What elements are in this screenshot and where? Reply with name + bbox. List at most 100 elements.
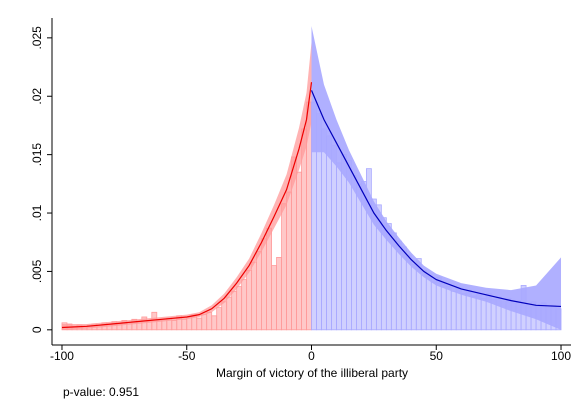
histogram-bar (121, 320, 128, 331)
histogram-bar (495, 296, 502, 331)
histogram-bar (191, 314, 198, 331)
histogram-bar (555, 308, 562, 331)
x-tick-label: 50 (430, 349, 444, 363)
histogram-bar (281, 203, 287, 331)
histogram-bar (156, 320, 163, 331)
histogram-bar (460, 293, 467, 331)
histogram-bar (455, 287, 462, 331)
histogram-bar (276, 257, 282, 331)
histogram-bar (61, 322, 68, 331)
histogram-bar (540, 302, 547, 331)
histogram-bar (361, 181, 367, 331)
histogram-bar (236, 286, 243, 331)
histogram-bar (440, 282, 447, 331)
x-tick-label: 100 (551, 349, 571, 363)
histogram-bar (311, 101, 317, 331)
histogram-bar (395, 240, 402, 331)
histogram-bar (166, 317, 173, 331)
y-tick-label: .005 (30, 259, 44, 283)
histogram-bar (375, 204, 382, 331)
histogram-bar (520, 285, 527, 331)
histogram-bar (266, 227, 272, 331)
histogram-bar (211, 315, 218, 331)
histogram-bar (410, 264, 417, 331)
x-tick-label: -50 (178, 349, 196, 363)
histogram-bar (415, 258, 422, 331)
histogram-bar (171, 320, 178, 331)
histogram-bar (206, 311, 213, 331)
histogram-bar (430, 281, 437, 331)
y-tick-label: 0 (30, 326, 44, 333)
histogram-bar (351, 175, 357, 331)
histogram-bar (146, 321, 153, 331)
histogram-bar (116, 323, 123, 331)
histogram-bar (475, 294, 482, 331)
histogram-bar (365, 168, 372, 331)
histogram-bar (346, 160, 352, 331)
histogram-bar (196, 317, 203, 331)
histogram-bar (400, 246, 407, 331)
histogram-bar (251, 261, 258, 331)
histogram-bar (301, 128, 307, 331)
histogram-bar (535, 306, 542, 331)
confidence-band (311, 26, 562, 330)
histogram-bar (186, 316, 193, 331)
histogram-bar (525, 303, 532, 331)
histogram-bar (291, 156, 297, 331)
histogram-bar (141, 316, 148, 331)
histogram-bar (111, 321, 118, 331)
histogram-bar (136, 321, 143, 331)
histogram-bar (101, 322, 108, 331)
histogram-bar (390, 232, 397, 331)
histogram-bar (530, 301, 537, 331)
y-tick-label: .01 (30, 204, 44, 221)
histogram-bar (500, 301, 507, 331)
histogram-bar (231, 290, 238, 331)
histogram-bar (450, 290, 457, 331)
histogram-bar (470, 295, 477, 331)
x-axis-label: Margin of victory of the illiberal party (216, 366, 408, 380)
histogram-bar (151, 311, 158, 331)
histogram-bar (246, 269, 253, 331)
histogram-bar (336, 162, 342, 331)
histogram-bar (181, 318, 188, 331)
histogram-bar (226, 296, 233, 331)
histogram-bar (445, 286, 452, 331)
histogram-bar (545, 307, 552, 331)
histogram-bar (370, 198, 377, 331)
histogram-bar (485, 293, 492, 331)
histogram-bar (271, 265, 277, 331)
histogram-bar (306, 101, 312, 331)
histogram-bar (326, 135, 332, 331)
histogram-bar (221, 301, 228, 331)
fit-line (61, 82, 313, 329)
histogram-bar (296, 171, 302, 331)
histogram-bar (550, 304, 557, 331)
histogram-bar (256, 251, 262, 331)
y-tick-label: .02 (30, 88, 44, 105)
histogram-bar (385, 223, 392, 331)
histogram-bar (510, 302, 517, 331)
histogram-bar (425, 275, 432, 331)
fit-line (310, 90, 562, 308)
histogram-bar (131, 318, 138, 331)
histogram-bar (505, 297, 512, 331)
histogram-bar (161, 318, 168, 331)
histogram-bar (126, 322, 133, 331)
x-tick-label: 0 (308, 349, 315, 363)
y-tick-label: .015 (30, 143, 44, 167)
histogram-bar (316, 113, 322, 331)
histogram-bar (435, 276, 442, 331)
y-tick-label: .025 (30, 26, 44, 50)
histogram-bar (76, 324, 83, 331)
histogram-bar (321, 128, 327, 331)
histogram-bar (490, 299, 497, 331)
histogram-bar (331, 144, 337, 331)
histogram-bar (420, 269, 427, 331)
histogram-bar (356, 183, 362, 331)
histogram-bar (405, 254, 412, 331)
histogram-bar (261, 238, 267, 331)
histogram-bar (515, 300, 522, 331)
histogram-bar (241, 279, 248, 331)
